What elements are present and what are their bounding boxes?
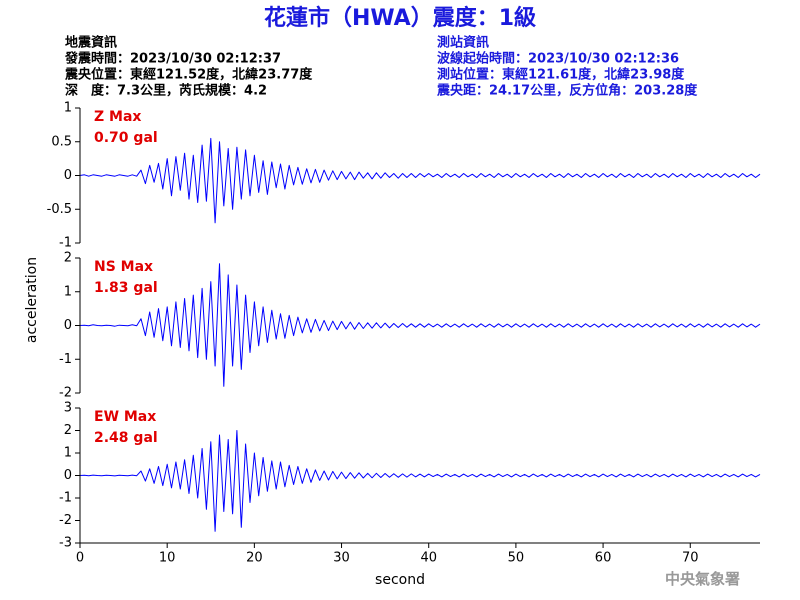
max-label: NS Max [94,259,153,275]
y-tick-label: 2 [64,423,72,438]
info-line: 地震資訊 [65,35,117,51]
max-label: EW Max [94,409,156,425]
y-axis-label: acceleration [24,257,40,343]
max-value: 2.48 gal [94,430,158,446]
watermark: 中央氣象署 [665,570,740,588]
y-tick-label: -3 [59,536,72,551]
info-line: 震央位置：東經121.52度，北緯23.77度 [64,67,313,83]
y-tick-label: -1 [59,236,72,251]
info-line: 震央距：24.17公里，反方位角：203.28度 [436,83,698,99]
y-tick-label: 2 [64,251,72,266]
x-tick-label: 50 [508,551,525,566]
y-tick-label: 0 [64,318,72,333]
y-tick-label: 3 [64,401,72,416]
y-tick-label: 1 [64,446,72,461]
max-label: Z Max [94,109,141,125]
info-line: 測站位置：東經121.61度，北緯23.98度 [437,67,685,83]
waveform [79,263,761,387]
x-tick-label: 60 [595,551,612,566]
max-value: 0.70 gal [94,130,158,146]
waveform [79,430,761,532]
waveform [79,137,761,224]
x-tick-label: 10 [159,551,176,566]
y-tick-label: -1 [59,491,72,506]
info-line: 波線起始時間：2023/10/30 02:12:36 [437,51,679,67]
y-tick-label: -1 [59,352,72,367]
y-tick-label: 1 [64,284,72,299]
title: 花蓮市（HWA）震度：1級 [264,5,536,31]
y-tick-label: 0 [64,168,72,183]
info-line: 測站資訊 [437,35,489,51]
y-tick-label: -2 [59,513,72,528]
info-line: 發震時間：2023/10/30 02:12:37 [64,51,281,67]
y-tick-label: 0 [64,468,72,483]
x-axis-label: second [375,572,425,588]
y-tick-label: -2 [59,386,72,401]
y-tick-label: -0.5 [47,202,72,217]
x-tick-label: 70 [682,551,699,566]
max-value: 1.83 gal [94,280,158,296]
y-tick-label: 1 [64,101,72,116]
x-tick-label: 30 [333,551,350,566]
x-tick-label: 20 [246,551,263,566]
y-tick-label: 0.5 [51,134,72,149]
x-tick-label: 40 [420,551,437,566]
x-tick-label: 0 [76,551,84,566]
info-line: 深 度：7.3公里，芮氏規模：4.2 [65,83,267,99]
